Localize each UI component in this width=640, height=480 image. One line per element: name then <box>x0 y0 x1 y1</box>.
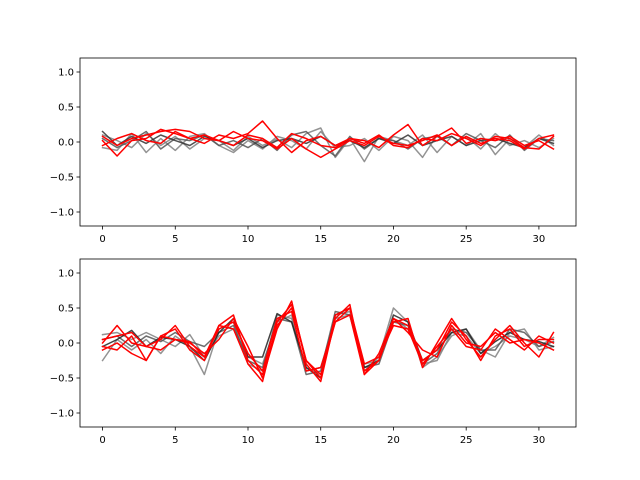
series-group <box>101 120 555 163</box>
series-line-7 <box>101 128 555 150</box>
series-line-3 <box>101 310 555 376</box>
series-line-5 <box>101 120 555 157</box>
y-tick-label: −1.0 <box>50 409 74 420</box>
x-tick-label: 15 <box>314 435 327 446</box>
x-tick-label: 25 <box>460 435 473 446</box>
x-tick-label: 30 <box>533 234 546 245</box>
x-tick-label: 30 <box>533 435 546 446</box>
y-tick-label: 0.5 <box>58 103 74 114</box>
x-tick-label: 25 <box>460 234 473 245</box>
x-tick-label: 5 <box>172 234 178 245</box>
y-tick-label: 1.0 <box>58 68 74 79</box>
x-tick-label: 5 <box>172 435 178 446</box>
series-line-6 <box>101 130 555 159</box>
y-tick-label: 1.0 <box>58 269 74 280</box>
y-tick-label: 0.0 <box>58 138 74 149</box>
series-line-7 <box>101 307 555 372</box>
series-line-2 <box>101 130 555 159</box>
y-tick-label: −1.0 <box>50 208 74 219</box>
x-tick-label: 15 <box>314 234 327 245</box>
x-tick-label: 10 <box>242 435 255 446</box>
x-tick-label: 0 <box>99 234 105 245</box>
y-tick-label: 0.5 <box>58 304 74 315</box>
x-tick-label: 10 <box>242 234 255 245</box>
top-subplot: 0 5 10 15 20 25 30 −1.0 −0.5 0.0 0.5 1.0 <box>50 57 577 245</box>
x-tick-label: 0 <box>99 435 105 446</box>
x-tick-label: 20 <box>387 435 400 446</box>
y-tick-label: 0.0 <box>58 339 74 350</box>
y-tick-label: −0.5 <box>50 374 74 385</box>
series-group <box>101 300 555 383</box>
bottom-subplot: 0 5 10 15 20 25 30 −1.0 −0.5 0.0 0.5 1.0 <box>50 258 577 446</box>
x-tick-label: 20 <box>387 234 400 245</box>
series-line-8 <box>101 307 555 376</box>
y-tick-label: −0.5 <box>50 173 74 184</box>
